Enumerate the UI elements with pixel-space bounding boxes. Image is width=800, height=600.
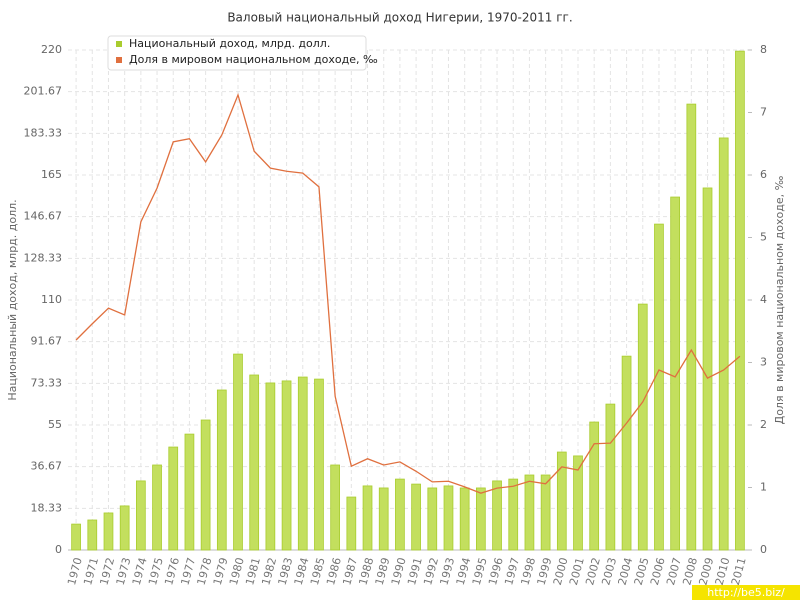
y2-axis-label: Доля в мировом национальном доходе, ‰ xyxy=(773,175,786,424)
bar xyxy=(556,451,567,551)
bar xyxy=(670,196,680,551)
bar xyxy=(136,480,146,551)
legend-label: Доля в мировом национальном доходе, ‰ xyxy=(129,53,378,66)
bar xyxy=(735,50,745,551)
bar xyxy=(427,487,438,551)
bar xyxy=(540,474,551,551)
bar xyxy=(233,353,243,551)
bar xyxy=(362,485,373,551)
y-tick-label: 128.33 xyxy=(24,251,63,264)
y2-tick-label: 6 xyxy=(760,168,767,181)
watermark-bg xyxy=(692,585,800,600)
y-tick-label: 110 xyxy=(41,293,62,306)
bar xyxy=(702,187,713,551)
bar xyxy=(378,487,389,551)
y2-tick-label: 3 xyxy=(760,356,767,369)
bar xyxy=(637,303,648,551)
legend-marker xyxy=(116,57,122,63)
y2-tick-label: 8 xyxy=(760,43,767,56)
y-tick-label: 0 xyxy=(55,543,62,556)
bar xyxy=(508,478,519,551)
y-tick-label: 91.67 xyxy=(31,335,63,348)
y2-tick-label: 5 xyxy=(760,231,767,244)
bar xyxy=(297,376,308,551)
y-tick-label: 73.33 xyxy=(31,376,63,389)
bar xyxy=(476,487,486,551)
legend: Национальный доход, млрд. долл. Доля в ми… xyxy=(107,35,378,71)
bar xyxy=(395,478,405,551)
bar xyxy=(216,389,227,551)
legend-marker xyxy=(116,41,122,47)
y-tick-label: 36.67 xyxy=(31,460,63,473)
bar xyxy=(346,496,357,551)
bar xyxy=(718,137,729,551)
y2-tick-label: 0 xyxy=(760,543,767,556)
legend-box xyxy=(107,35,367,71)
y2-tick-label: 2 xyxy=(760,418,767,431)
y-tick-label: 220 xyxy=(41,43,62,56)
y-tick-label: 165 xyxy=(41,168,62,181)
watermark: http://be5.biz/ xyxy=(707,586,785,599)
bar xyxy=(492,480,502,551)
y2-tick-label: 4 xyxy=(760,293,767,306)
bar xyxy=(103,512,114,551)
y-tick-label: 146.67 xyxy=(24,210,63,223)
legend-label: Национальный доход, млрд. долл. xyxy=(129,37,330,50)
y-tick-label: 55 xyxy=(48,418,62,431)
bar xyxy=(686,103,697,551)
bar xyxy=(71,523,81,551)
bar xyxy=(314,378,324,551)
bar xyxy=(589,421,600,551)
bar xyxy=(654,223,664,551)
bar xyxy=(87,519,98,551)
y-tick-label: 183.33 xyxy=(24,126,63,139)
bar xyxy=(168,446,179,551)
y2-tick-label: 1 xyxy=(760,481,767,494)
line xyxy=(75,93,741,494)
y2-tick-label: 7 xyxy=(760,106,767,119)
bar xyxy=(573,455,583,551)
bar xyxy=(524,474,535,551)
bar xyxy=(605,403,616,551)
bar xyxy=(152,464,162,551)
bar xyxy=(265,382,276,551)
y-tick-label: 201.67 xyxy=(24,85,63,98)
y-tick-label: 18.33 xyxy=(31,501,63,514)
bar xyxy=(411,483,421,551)
bar xyxy=(443,485,454,551)
bar xyxy=(459,487,470,551)
bar xyxy=(184,433,195,551)
chart-title: Валовый национальный доход Нигерии, 1970… xyxy=(227,11,572,25)
bar xyxy=(119,505,130,551)
bar xyxy=(249,374,260,551)
bar xyxy=(281,380,292,551)
bar xyxy=(200,419,211,551)
bar xyxy=(621,355,632,551)
y-axis-label: Национальный доход, млрд. долл. xyxy=(6,199,19,400)
bar xyxy=(330,464,340,551)
